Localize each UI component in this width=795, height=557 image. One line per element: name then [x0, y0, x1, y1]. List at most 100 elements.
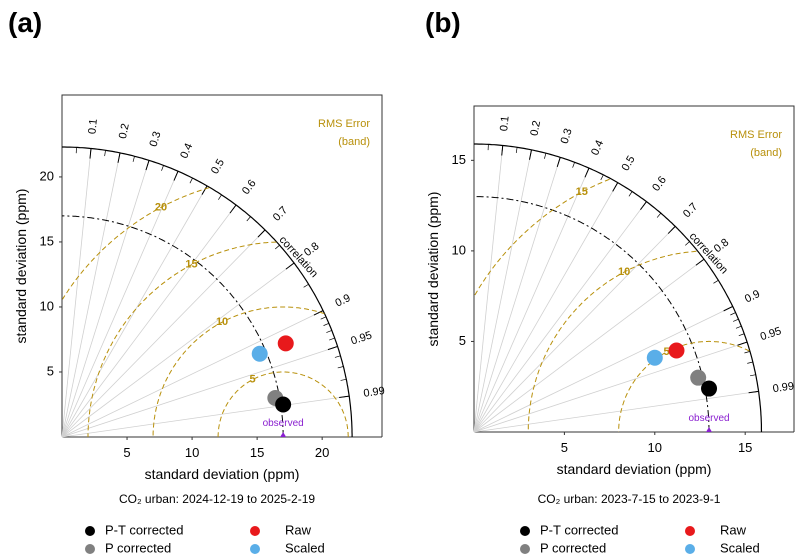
legend-label: P-T corrected	[540, 522, 619, 537]
sd-max-arc	[474, 143, 763, 433]
legend-marker	[85, 544, 95, 554]
legend-marker	[520, 526, 530, 536]
legend-label: P corrected	[540, 540, 606, 555]
rms-contour	[152, 306, 325, 437]
correlation-ray	[61, 171, 179, 438]
data-point	[690, 369, 707, 386]
minor-tick	[529, 149, 532, 156]
minor-tick	[730, 312, 736, 316]
legend-marker	[250, 526, 260, 536]
data-point	[275, 396, 292, 413]
minor-tick	[752, 391, 759, 393]
correlation-label: 0.7	[681, 201, 700, 220]
correlation-label: 0.1	[498, 115, 511, 131]
minor-tick	[738, 333, 745, 337]
correlation-ray	[61, 185, 208, 438]
correlation-label: 0.4	[178, 141, 195, 160]
observed-arc	[62, 215, 284, 437]
correlation-ray	[473, 149, 532, 433]
minor-tick	[175, 171, 179, 177]
y-tick-label: 10	[40, 298, 54, 313]
panel: (b)0.1 0.2 0.30.40.50.60.70.80.90.950.99co…	[425, 7, 795, 555]
minor-tick	[699, 258, 705, 263]
correlation-ray	[473, 341, 748, 433]
caption: CO₂ urban: 2023-7-15 to 2023-9-1	[538, 492, 721, 506]
correlation-ray	[473, 306, 733, 433]
minor-tick	[329, 337, 335, 341]
legend-label: P corrected	[105, 540, 171, 555]
rms-contour	[618, 340, 750, 432]
rms-contour	[217, 371, 349, 437]
correlation-ray	[61, 310, 324, 438]
y-tick-label: 5	[459, 333, 466, 348]
correlation-label: 0.2	[117, 122, 132, 139]
rms-contour	[62, 187, 210, 300]
minor-tick	[733, 318, 739, 322]
legend-marker	[685, 544, 695, 554]
panel-label: (b)	[425, 7, 461, 38]
data-point	[251, 345, 268, 362]
legend-label: Scaled	[720, 540, 760, 555]
minor-tick	[741, 341, 748, 345]
correlation-label: 0.3	[148, 130, 164, 148]
minor-tick	[189, 177, 193, 184]
minor-tick	[656, 212, 662, 218]
minor-tick	[747, 361, 753, 364]
correlation-label: 0.95	[759, 325, 783, 343]
minor-tick	[558, 157, 561, 163]
rms-label: 20	[155, 201, 167, 213]
minor-tick	[515, 147, 518, 154]
legend-label: P-T corrected	[105, 522, 184, 537]
minor-tick	[735, 325, 742, 329]
minor-tick	[713, 280, 719, 284]
minor-tick	[337, 366, 344, 369]
y-tick-label: 15	[40, 233, 54, 248]
y-tick-label: 10	[452, 242, 466, 257]
data-point	[701, 380, 718, 397]
minor-tick	[246, 216, 251, 222]
minor-tick	[642, 201, 647, 207]
minor-tick	[320, 316, 327, 320]
panel-label: (a)	[8, 7, 42, 38]
rms-subtitle: (band)	[750, 147, 782, 159]
data-point	[277, 335, 294, 352]
legend-marker	[85, 526, 95, 536]
x-tick-label: 10	[185, 445, 199, 460]
minor-tick	[744, 351, 751, 354]
correlation-ray	[473, 390, 759, 433]
correlation-label: 0.6	[650, 174, 669, 193]
correlation-label: 0.95	[349, 329, 373, 347]
data-point	[668, 342, 685, 359]
legend-label: Raw	[720, 522, 747, 537]
minor-tick	[685, 241, 690, 246]
correlation-ray	[61, 395, 350, 438]
observed-label: observed	[263, 418, 304, 429]
correlation-label: 0.1	[86, 118, 99, 134]
minor-tick	[218, 194, 222, 200]
correlation-label: 0.9	[333, 292, 352, 309]
correlation-label: 0.9	[743, 288, 762, 305]
y-tick-label: 20	[40, 168, 54, 183]
rms-title: RMS Error	[318, 118, 370, 130]
minor-tick	[340, 378, 347, 381]
correlation-ray	[61, 229, 266, 438]
rms-contour	[87, 241, 277, 437]
correlation-ray	[61, 204, 237, 438]
minor-tick	[614, 182, 619, 188]
y-tick-label: 5	[47, 363, 54, 378]
minor-tick	[323, 323, 330, 326]
minor-tick	[161, 165, 164, 171]
minor-tick	[343, 395, 350, 398]
plot-frame	[473, 105, 795, 432]
panel: (a)0.1 0.2 0.30.40.50.60.70.80.90.950.99co…	[8, 7, 386, 555]
minor-tick	[303, 283, 309, 288]
rms-label: 5	[250, 373, 256, 385]
minor-tick	[232, 204, 237, 210]
sd-max-arc	[62, 146, 353, 437]
correlation-ray	[61, 148, 92, 438]
x-axis-label: standard deviation (ppm)	[145, 466, 300, 482]
observed-label: observed	[688, 413, 729, 424]
caption: CO₂ urban: 2024-12-19 to 2025-2-19	[119, 492, 315, 506]
minor-tick	[727, 306, 733, 310]
